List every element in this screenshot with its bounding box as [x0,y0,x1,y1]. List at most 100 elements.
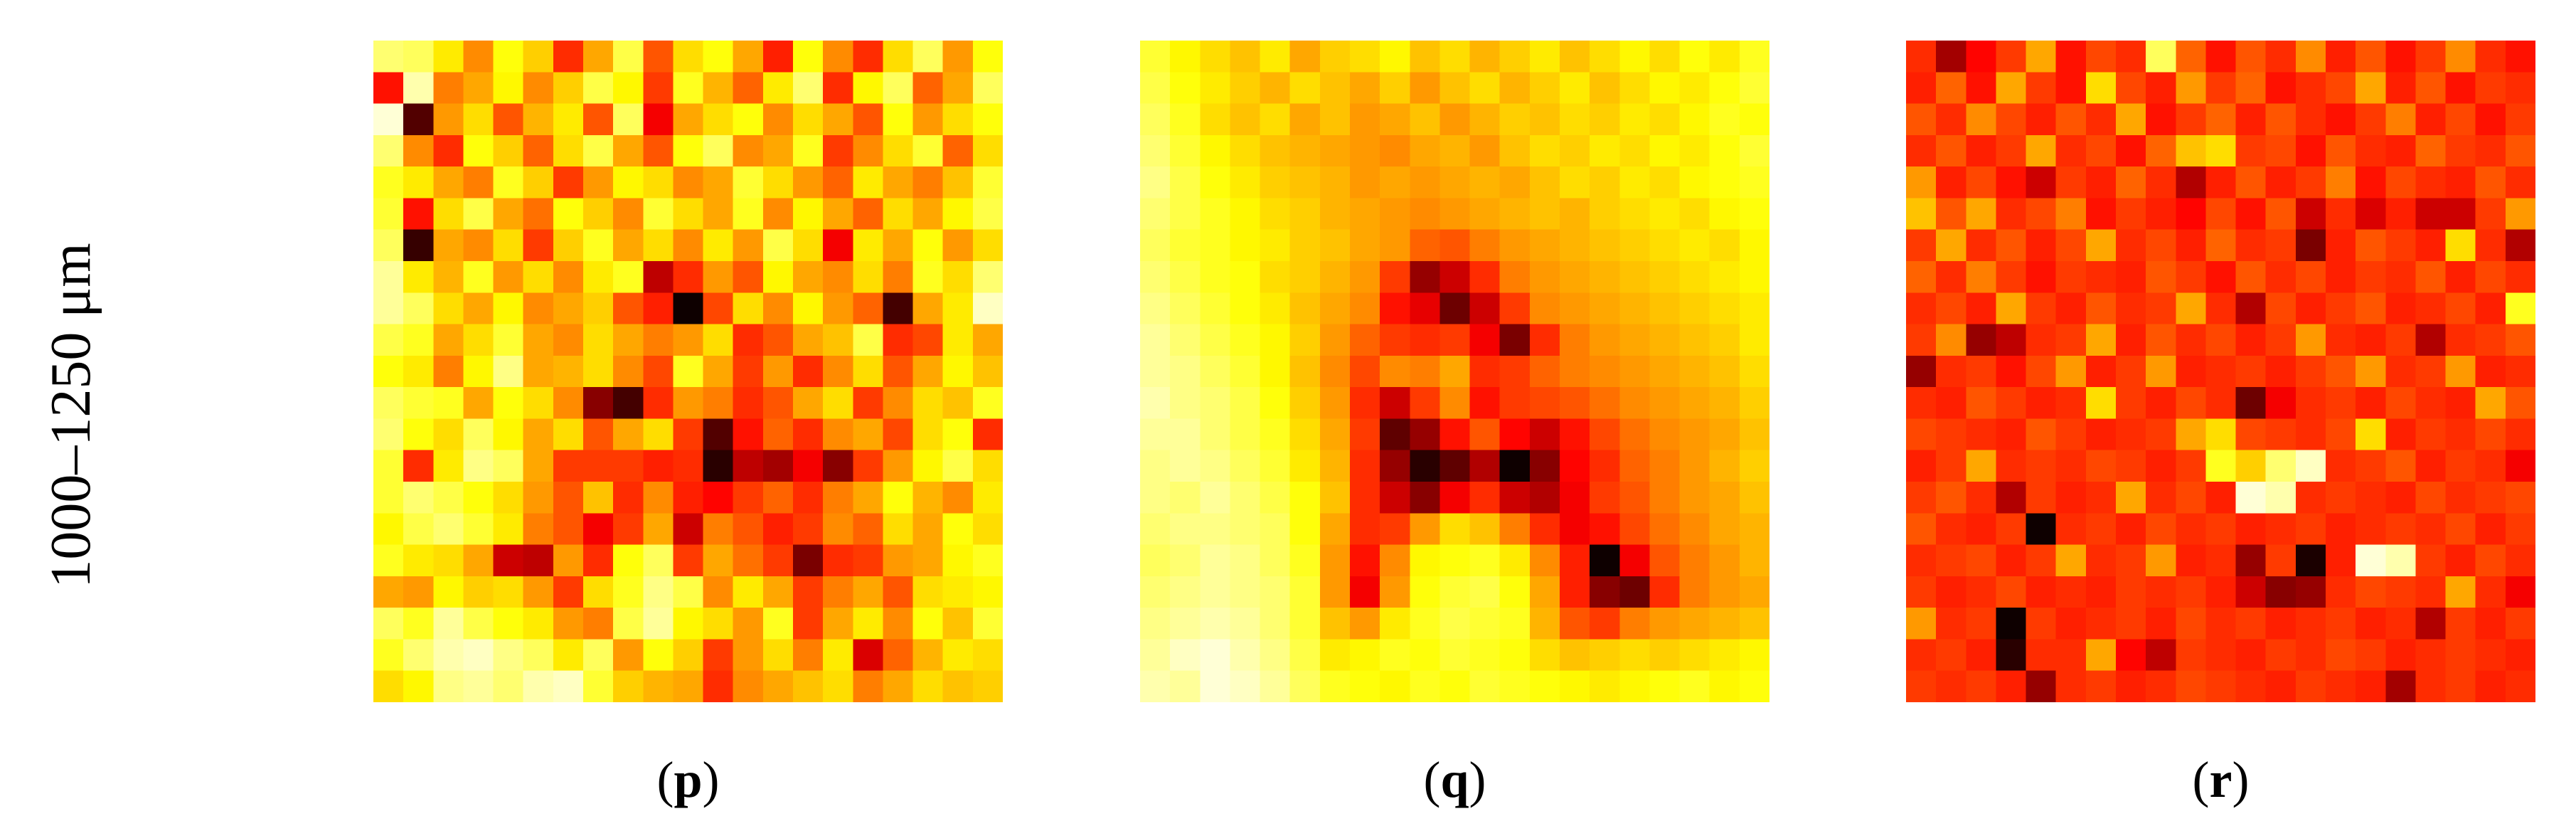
heatmap-cell [1590,166,1620,199]
heatmap-cell [583,292,614,325]
heatmap-cell [793,229,824,262]
heatmap-cell [942,670,974,702]
heatmap-cell [2116,387,2146,420]
heatmap-cell [762,450,794,482]
heatmap-cell [793,576,824,608]
heatmap-cell [883,229,914,262]
heatmap-cell [912,292,944,325]
heatmap-cell [972,292,1003,325]
heatmap-cell [853,608,884,640]
heatmap-cell [1230,482,1261,514]
heatmap-cell [1560,418,1590,451]
heatmap-cell [2445,355,2476,388]
heatmap-cell [403,198,434,231]
heatmap-cell [2385,513,2417,546]
heatmap-cell [523,608,554,640]
heatmap-cell [2385,576,2417,608]
heatmap-cell [1140,41,1171,73]
heatmap-cell [1230,544,1261,577]
heatmap-cell [1709,72,1740,105]
heatmap-cell [1739,103,1769,136]
heatmap-cell [1230,292,1261,325]
heatmap-cell [1410,608,1441,640]
heatmap-cell [1230,41,1261,73]
heatmap-cell [2445,292,2476,325]
heatmap-cell [553,229,584,262]
heatmap-cell [463,324,494,356]
heatmap-cell [733,608,764,640]
heatmap-cell [2356,292,2386,325]
heatmap-cell [433,198,464,231]
heatmap-cell [1709,103,1740,136]
heatmap-cell [463,544,494,577]
heatmap-cell [583,482,614,514]
heatmap-cell [2116,229,2146,262]
heatmap-cell [673,544,704,577]
heatmap-cell [1996,418,2027,451]
heatmap-cell [523,198,554,231]
heatmap-cell [583,513,614,546]
heatmap-cell [2505,576,2535,608]
heatmap-cell [373,166,404,199]
heatmap-cell [2055,103,2087,136]
heatmap-cell [373,229,404,262]
heatmap-cell [1649,198,1681,231]
heatmap-cell [1380,639,1410,672]
heatmap-cell [793,261,824,293]
heatmap-cell [793,134,824,167]
heatmap-cell [762,513,794,546]
heatmap-cell [1439,166,1471,199]
heatmap-cell [1996,670,2027,702]
heatmap-cell [2116,482,2146,514]
heatmap-cell [733,670,764,702]
heatmap-cell [523,324,554,356]
heatmap-cell [2205,387,2237,420]
heatmap-cell [793,450,824,482]
heatmap-cell [553,292,584,325]
heatmap-cell [493,482,524,514]
heatmap-cell [433,387,464,420]
heatmap-cell [1350,355,1380,388]
heatmap-cell [1289,513,1321,546]
heatmap-cell [2265,639,2296,672]
heatmap-cell [643,166,674,199]
heatmap-cell [883,324,914,356]
heatmap-cell [703,103,734,136]
heatmap-cell [1319,166,1351,199]
heatmap-cell [762,134,794,167]
heatmap-cell [613,292,644,325]
heatmap-cell [2235,292,2267,325]
heatmap-cell [823,261,853,293]
heatmap-cell [1560,608,1590,640]
heatmap-cell [2475,482,2506,514]
heatmap-cell [1529,324,1560,356]
heatmap-cell [733,229,764,262]
heatmap-cell [373,324,404,356]
heatmap-cell [2176,513,2207,546]
heatmap-cell [2176,134,2207,167]
heatmap-cell [583,670,614,702]
heatmap-cell [1649,72,1681,105]
heatmap-cell [1936,324,1966,356]
heatmap-cell [1230,355,1261,388]
heatmap-cell [2415,450,2447,482]
heatmap-cell [463,166,494,199]
heatmap-cell [1319,324,1351,356]
heatmap-cell [1499,608,1531,640]
heatmap-cell [643,198,674,231]
heatmap-cell [1439,103,1471,136]
heatmap-cell [703,229,734,262]
panel-label-q: (q) [1140,754,1769,805]
heatmap-cell [972,229,1003,262]
heatmap-cell [2326,670,2356,702]
heatmap-cell [1906,103,1937,136]
heatmap-cell [2445,387,2476,420]
heatmap-cell [1499,355,1531,388]
heatmap-cell [403,544,434,577]
heatmap-cell [1709,134,1740,167]
heatmap-cell [1679,544,1710,577]
heatmap-cell [1200,513,1231,546]
heatmap-cell [942,513,974,546]
heatmap-cell [673,41,704,73]
heatmap-cell [2356,576,2386,608]
